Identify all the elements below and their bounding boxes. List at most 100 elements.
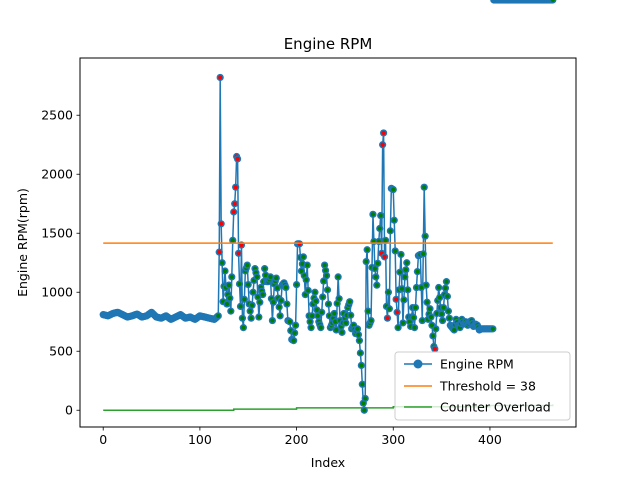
anomaly-marker xyxy=(385,316,390,321)
normal-marker xyxy=(356,332,361,337)
normal-marker xyxy=(404,260,409,265)
anomaly-marker xyxy=(395,310,400,315)
normal-marker xyxy=(292,330,297,336)
normal-marker xyxy=(400,320,406,326)
anomaly-marker xyxy=(217,250,222,255)
normal-marker xyxy=(228,309,233,314)
normal-marker xyxy=(257,300,262,305)
normal-marker xyxy=(294,282,299,287)
legend-rpm-marker xyxy=(413,359,423,369)
normal-marker xyxy=(365,247,370,252)
normal-marker xyxy=(490,326,495,331)
plot-frame xyxy=(79,57,577,428)
normal-marker xyxy=(434,311,439,316)
normal-marker xyxy=(291,338,296,343)
normal-marker xyxy=(403,267,408,272)
normal-marker xyxy=(407,319,412,324)
legend-label-threshold: Threshold = 38 xyxy=(439,379,536,394)
x-tick-label: 200 xyxy=(285,432,309,447)
normal-marker xyxy=(226,283,231,288)
anomaly-marker xyxy=(394,297,399,302)
normal-marker xyxy=(452,327,457,333)
normal-marker xyxy=(414,285,419,290)
normal-marker xyxy=(287,319,292,324)
anomaly-marker xyxy=(236,251,241,256)
normal-marker xyxy=(322,262,327,268)
normal-marker xyxy=(250,290,256,295)
y-axis-title: Engine RPM(rpm) xyxy=(15,188,30,297)
normal-marker xyxy=(323,268,328,273)
normal-marker xyxy=(378,213,383,218)
normal-marker xyxy=(337,296,342,301)
normal-marker xyxy=(370,212,376,217)
legend-label-rpm: Engine RPM xyxy=(440,357,514,372)
normal-marker xyxy=(415,269,420,274)
normal-marker xyxy=(420,318,425,323)
normal-marker xyxy=(359,363,364,368)
normal-marker xyxy=(377,226,382,231)
normal-marker xyxy=(242,297,247,302)
normal-marker xyxy=(279,298,284,303)
normal-marker xyxy=(383,238,388,243)
normal-marker xyxy=(249,316,254,321)
normal-marker xyxy=(230,238,235,243)
normal-marker xyxy=(333,319,338,324)
x-tick-label: 300 xyxy=(381,432,405,447)
normal-marker xyxy=(447,316,452,321)
normal-marker xyxy=(293,323,298,328)
normal-marker xyxy=(271,300,276,305)
normal-marker xyxy=(222,268,228,274)
data-marks xyxy=(99,0,557,414)
anomaly-marker xyxy=(381,130,386,136)
normal-marker xyxy=(412,325,417,330)
normal-marker xyxy=(398,252,404,257)
normal-marker xyxy=(361,401,366,406)
normal-marker xyxy=(348,313,353,318)
normal-marker xyxy=(393,248,398,254)
normal-marker xyxy=(283,285,289,290)
y-tick-label: 2000 xyxy=(41,167,73,182)
normal-marker xyxy=(433,326,438,331)
legend-box xyxy=(394,351,571,421)
normal-marker xyxy=(320,294,325,300)
normal-marker xyxy=(358,350,363,356)
normal-marker xyxy=(428,314,434,320)
normal-marker xyxy=(308,325,314,330)
normal-marker xyxy=(240,316,245,321)
normal-marker xyxy=(336,274,341,279)
normal-marker xyxy=(314,307,319,313)
anomaly-marker xyxy=(219,221,224,226)
anomaly-marker xyxy=(382,254,387,259)
normal-marker xyxy=(357,338,362,343)
normal-marker xyxy=(299,268,304,274)
y-tick-label: 2500 xyxy=(41,108,73,123)
normal-marker xyxy=(360,382,365,387)
normal-marker xyxy=(325,287,330,292)
normal-marker xyxy=(386,290,391,295)
normal-marker xyxy=(246,282,251,287)
normal-marker xyxy=(308,319,313,324)
normal-marker xyxy=(277,304,282,310)
normal-marker xyxy=(355,326,360,331)
normal-marker xyxy=(427,306,433,311)
legend-label-counter: Counter Overload xyxy=(440,400,551,415)
normal-marker xyxy=(387,306,392,311)
x-tick-label: 400 xyxy=(478,432,502,447)
x-axis-title: Index xyxy=(311,455,345,470)
normal-marker xyxy=(392,218,397,223)
normal-marker xyxy=(373,274,378,279)
legend: Engine RPM Threshold = 38 Counter Overlo… xyxy=(394,351,571,421)
normal-marker xyxy=(278,313,283,318)
normal-marker xyxy=(446,309,451,314)
normal-marker xyxy=(335,301,340,306)
y-tick-label: 0 xyxy=(65,403,73,418)
normal-marker xyxy=(422,185,427,190)
normal-marker xyxy=(255,294,261,300)
normal-marker xyxy=(437,295,442,300)
normal-marker xyxy=(309,313,315,318)
normal-marker xyxy=(372,266,377,271)
anomaly-marker xyxy=(218,75,223,80)
normal-marker xyxy=(312,290,318,295)
normal-marker xyxy=(368,318,374,323)
